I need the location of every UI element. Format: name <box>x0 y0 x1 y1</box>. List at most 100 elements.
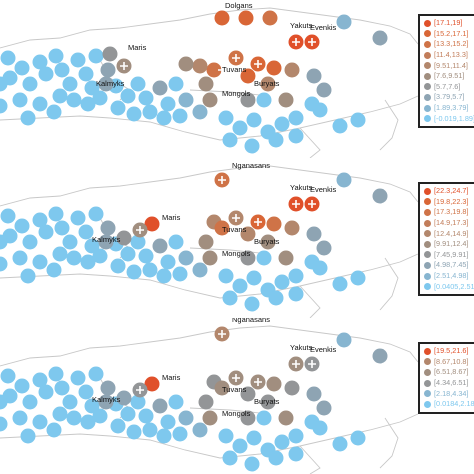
sample-point <box>88 48 104 64</box>
sample-point <box>110 418 126 434</box>
sample-point <box>240 386 256 402</box>
legend-label: [0.0184,2.18] <box>434 399 474 409</box>
sample-point <box>102 46 118 62</box>
sample-point <box>240 410 256 426</box>
legend-1: [17.1,19] [15.2,17.1] [13.3,15.2] [11.4,13.… <box>418 14 474 128</box>
legend-entry: [6.51,8.67] <box>424 367 474 378</box>
sample-point <box>316 400 332 416</box>
ethnic-group-label: Nganasans <box>232 318 270 324</box>
legend-entry: [4.34,6.51] <box>424 378 474 389</box>
sample-point <box>78 224 94 240</box>
legend-entry: [13.3,15.2] <box>424 39 474 50</box>
sample-point <box>332 118 348 134</box>
sample-point <box>178 92 194 108</box>
population-marker-cross <box>308 38 316 46</box>
ethnic-group-label: Maris <box>128 43 147 52</box>
sample-point <box>22 394 38 410</box>
sample-point <box>206 62 222 78</box>
sample-point <box>130 394 146 410</box>
sample-point <box>312 420 328 436</box>
sample-point <box>288 428 304 444</box>
ethnic-group-label: Tuvans <box>222 65 247 74</box>
sample-point <box>144 376 160 392</box>
sample-point <box>138 408 154 424</box>
legend-3: [19.5,21.6] [8.67,10.8] [6.51,8.67] [4.34,6… <box>418 342 474 414</box>
sample-point <box>98 234 114 250</box>
sample-points: Nganasans Maris Kalmyks Tuvans Buryats Yakuts… <box>0 161 388 312</box>
sample-point <box>0 234 8 250</box>
legend-swatch <box>424 19 431 27</box>
sample-point <box>66 410 82 426</box>
sample-point <box>178 56 194 72</box>
legend-label: [9.51,11.4] <box>434 60 468 70</box>
legend-swatch <box>424 347 431 355</box>
sample-point <box>120 88 136 104</box>
ethnic-group-label: Kalmyks <box>92 235 121 244</box>
ethnic-group-label: Yakuts <box>290 343 313 352</box>
population-marker-cross <box>292 200 300 208</box>
sample-point <box>202 92 218 108</box>
ethnic-group-label: Mongols <box>222 89 251 98</box>
sample-point <box>38 224 54 240</box>
legend-entry: [19.8,22.3] <box>424 197 474 208</box>
sample-point <box>156 428 172 444</box>
legend-swatch <box>424 368 431 376</box>
legend-entry: [3.79,5.7] <box>424 92 474 103</box>
sample-point <box>336 14 352 30</box>
sample-point <box>12 250 28 266</box>
sample-point <box>246 270 262 286</box>
sample-point <box>214 10 230 26</box>
sample-point <box>168 234 184 250</box>
sample-point <box>52 88 68 104</box>
legend-entry: [17.3,19.8] <box>424 207 474 218</box>
map-panel-2: Nganasans Maris Kalmyks Tuvans Buryats Yakuts… <box>0 158 474 318</box>
sample-point <box>192 58 208 74</box>
legend-swatch <box>424 62 431 70</box>
sample-point <box>0 256 8 272</box>
sample-point <box>98 76 114 92</box>
legend-entry: [19.5,21.6] <box>424 346 474 357</box>
sample-point <box>116 230 132 246</box>
sample-point <box>232 438 248 454</box>
sample-point <box>222 290 238 306</box>
sample-point <box>274 274 290 290</box>
legend-swatch <box>424 358 431 366</box>
sample-point <box>0 394 8 410</box>
legend-label: [1.89,3.79] <box>434 103 469 113</box>
sample-point <box>100 62 116 78</box>
legend-label: [5.7,7.6] <box>434 81 461 91</box>
sample-point <box>48 206 64 222</box>
ethnic-group-label: Yakuts <box>290 21 313 30</box>
sample-point <box>198 234 214 250</box>
sample-point <box>240 68 256 84</box>
sample-point <box>240 226 256 242</box>
sample-point <box>38 66 54 82</box>
sample-point <box>306 226 322 242</box>
legend-entry: [12.4,14.9] <box>424 228 474 239</box>
sample-point <box>240 250 256 266</box>
sample-point <box>214 380 230 396</box>
sample-point <box>168 76 184 92</box>
legend-label: [-0.019,1.89] <box>434 113 474 123</box>
sample-point <box>284 380 300 396</box>
sample-point <box>172 108 188 124</box>
sample-point <box>84 80 100 96</box>
sample-point <box>268 290 284 306</box>
sample-point <box>266 376 282 392</box>
legend-swatch <box>424 40 431 48</box>
sample-point <box>278 410 294 426</box>
legend-swatch <box>424 72 431 80</box>
sample-point <box>168 394 184 410</box>
sample-point <box>288 110 304 126</box>
legend-entry: [8.67,10.8] <box>424 357 474 368</box>
legend-swatch <box>424 219 431 227</box>
sample-point <box>0 50 16 66</box>
sample-point <box>22 234 38 250</box>
sample-point <box>288 128 304 144</box>
population-marker-cross <box>218 330 226 338</box>
sample-point <box>244 456 260 472</box>
population-marker-cross <box>218 176 226 184</box>
sample-point <box>192 422 208 438</box>
sample-point <box>80 414 96 430</box>
sample-point <box>70 370 86 386</box>
